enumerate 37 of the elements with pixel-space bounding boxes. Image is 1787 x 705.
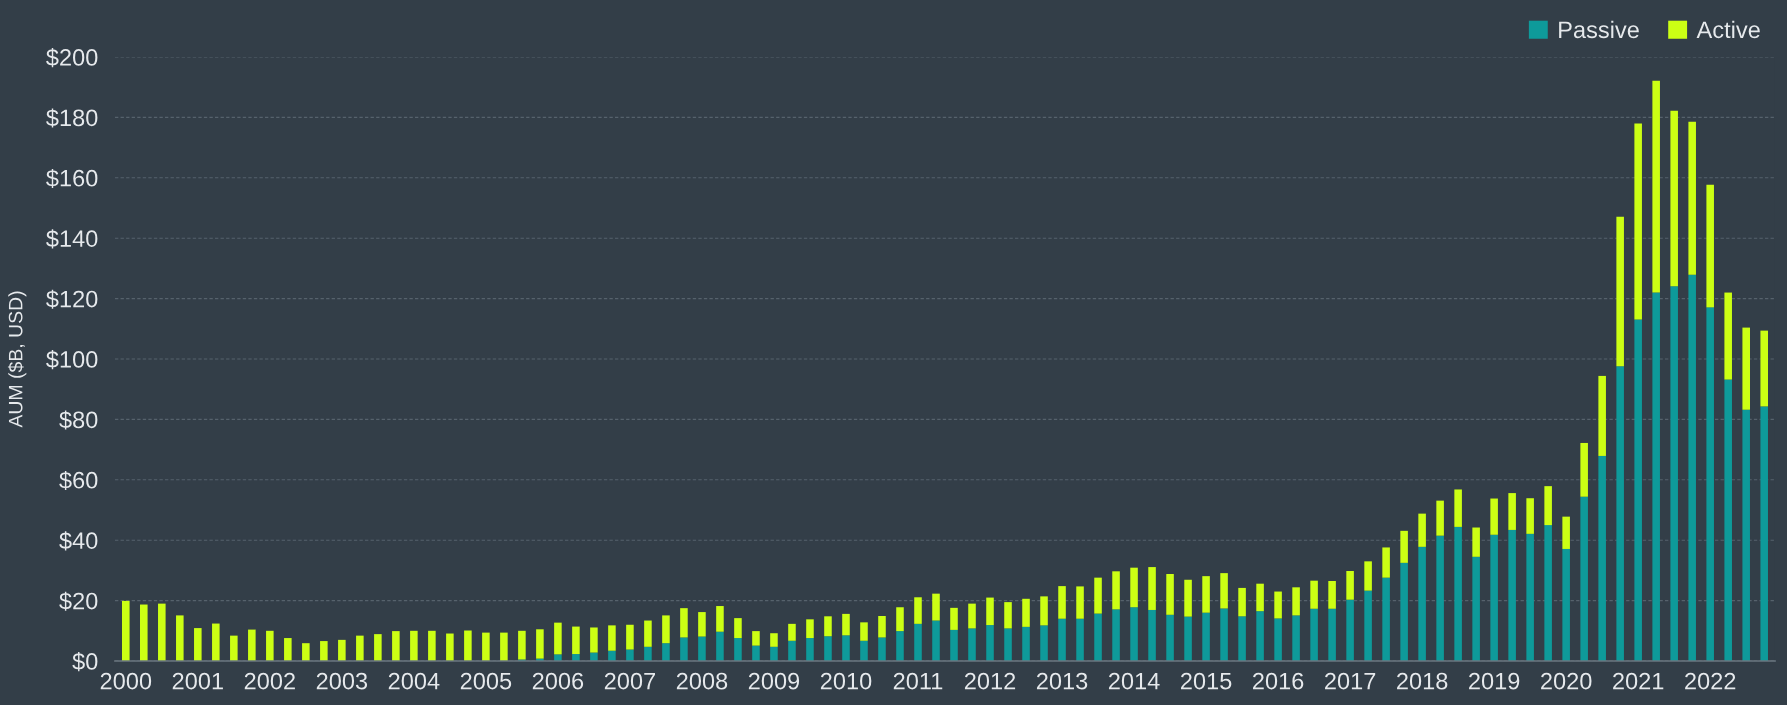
x-tick-label: 2011 [893,672,943,690]
y-tick-label: $20 [59,591,98,611]
x-tick-label: 2017 [1325,672,1376,690]
x-tick-label: 2008 [676,672,728,690]
y-tick-label: $0 [72,652,98,672]
x-tick-label: 2022 [1685,672,1736,690]
y-tick-label: $160 [46,168,98,188]
x-tick-label: 2012 [964,672,1016,690]
y-tick-label: $80 [59,410,98,430]
x-tick-label: 2010 [820,672,872,690]
y-tick-label: $120 [46,289,98,309]
x-tick-label: 2016 [1253,672,1304,690]
x-tick-label: 2005 [460,672,512,690]
y-tick-label: $60 [59,470,98,490]
x-tick-label: 2013 [1036,672,1088,690]
y-axis-title: AUM ($B, USD) [7,291,27,428]
x-tick-label: 2003 [316,672,368,690]
x-tick-label: 2001 [172,672,223,690]
x-tick-label: 2006 [532,672,584,690]
legend-label: Active [1696,20,1760,39]
x-tick-label: 2000 [100,672,152,690]
x-tick-label: 2002 [244,672,295,690]
x-tick-label: 2015 [1180,672,1232,690]
x-tick-label: 2018 [1397,672,1448,690]
y-tick-label: $140 [46,229,98,249]
x-tick-label: 2019 [1469,672,1520,690]
legend-label: Passive [1559,20,1639,39]
x-tick-label: 2009 [748,672,800,690]
y-tick-label: $200 [46,48,98,68]
x-tick-label: 2020 [1541,672,1592,690]
x-tick-label: 2014 [1108,672,1160,690]
x-tick-label: 2021 [1613,672,1664,690]
y-tick-label: $180 [46,108,98,128]
x-tick-label: 2004 [388,672,440,690]
y-tick-label: $40 [59,531,98,551]
y-tick-label: $100 [46,350,98,370]
x-tick-label: 2007 [604,672,655,690]
